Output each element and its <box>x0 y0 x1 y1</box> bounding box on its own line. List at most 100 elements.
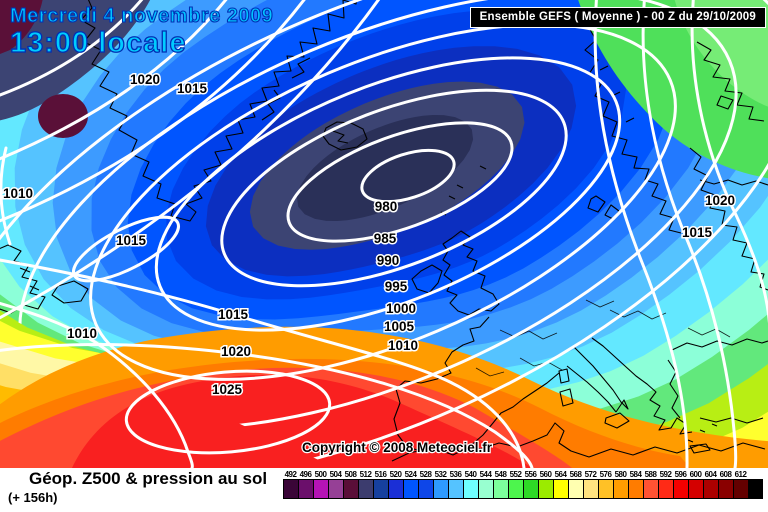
legend-value: 572 <box>584 470 597 479</box>
legend-swatch <box>733 479 748 499</box>
legend-scale: 492 496 500 504 508 512 516 520 524 528 532 536 540 5… <box>283 470 763 499</box>
legend-swatch <box>538 479 553 499</box>
legend-value: 516 <box>374 470 387 479</box>
legend-cell: 556 <box>523 470 538 499</box>
legend-swatch <box>598 479 613 499</box>
isobar-label: 985 <box>374 231 397 246</box>
legend-value: 528 <box>419 470 432 479</box>
legend-cell: 580 <box>613 470 628 499</box>
legend-swatch <box>748 479 763 499</box>
legend-swatch <box>403 479 418 499</box>
legend-swatch <box>658 479 673 499</box>
isobar-label: 990 <box>377 253 400 268</box>
legend-swatch <box>478 479 493 499</box>
legend-cell: 604 <box>703 470 718 499</box>
legend-cell: 524 <box>403 470 418 499</box>
legend-cell: 500 <box>313 470 328 499</box>
legend-value: 552 <box>509 470 522 479</box>
legend-cell: 584 <box>628 470 643 499</box>
legend-swatch <box>523 479 538 499</box>
legend-cell: 536 <box>448 470 463 499</box>
legend-cell: 568 <box>568 470 583 499</box>
isobar-label: 1015 <box>177 81 208 96</box>
legend-value: 544 <box>479 470 492 479</box>
legend-swatch <box>298 479 313 499</box>
legend-cell: 492 <box>283 470 298 499</box>
legend-swatch <box>508 479 523 499</box>
legend-value: 532 <box>434 470 447 479</box>
map-area: 1020 1015 1010 1015 1015 1010 1020 1025 … <box>0 0 768 468</box>
legend-cell: 496 <box>298 470 313 499</box>
legend-cell <box>748 470 763 499</box>
legend-cell: 572 <box>583 470 598 499</box>
isobar-label: 1015 <box>116 233 147 248</box>
legend-swatch <box>493 479 508 499</box>
isobar-label: 1010 <box>3 186 33 201</box>
legend-cell: 528 <box>418 470 433 499</box>
legend-cell: 512 <box>358 470 373 499</box>
country-borders <box>475 299 731 377</box>
legend-swatch <box>388 479 403 499</box>
legend-cell: 564 <box>553 470 568 499</box>
legend-cell: 588 <box>643 470 658 499</box>
copyright-text: Copyright © 2008 Meteociel.fr <box>302 440 493 455</box>
legend-swatch <box>313 479 328 499</box>
legend-swatch <box>448 479 463 499</box>
legend-cell: 560 <box>538 470 553 499</box>
footer-bar: Géop. Z500 & pression au sol (+ 156h) 49… <box>0 468 768 512</box>
legend-cell: 576 <box>598 470 613 499</box>
legend-cell: 504 <box>328 470 343 499</box>
legend-value: 608 <box>719 470 732 479</box>
legend-cell: 520 <box>388 470 403 499</box>
legend-value: 500 <box>314 470 327 479</box>
legend-cell: 552 <box>508 470 523 499</box>
legend-value: 568 <box>569 470 582 479</box>
legend-swatch <box>418 479 433 499</box>
legend-value: 508 <box>344 470 357 479</box>
legend-swatch <box>643 479 658 499</box>
map-title: Géop. Z500 & pression au sol <box>29 469 268 488</box>
isobar-label: 1010 <box>388 338 418 353</box>
legend-cell: 612 <box>733 470 748 499</box>
isobar-label: 1015 <box>218 307 249 322</box>
legend-swatch <box>703 479 718 499</box>
legend-value: 520 <box>389 470 402 479</box>
legend-value: 576 <box>599 470 612 479</box>
forecast-hour: (+ 156h) <box>8 490 58 505</box>
legend-value: 600 <box>689 470 702 479</box>
legend-swatch <box>373 479 388 499</box>
isobar-label: 995 <box>385 279 408 294</box>
legend-swatch <box>328 479 343 499</box>
legend-cell: 596 <box>673 470 688 499</box>
legend-cell: 532 <box>433 470 448 499</box>
legend-swatch <box>553 479 568 499</box>
legend-value: 540 <box>464 470 477 479</box>
legend-swatch <box>613 479 628 499</box>
isobar-label: 1020 <box>221 344 251 359</box>
legend-cell: 548 <box>493 470 508 499</box>
legend-swatch <box>628 479 643 499</box>
legend-value: 496 <box>299 470 312 479</box>
legend-value: 592 <box>659 470 672 479</box>
isobar-label: 1010 <box>67 326 97 341</box>
weather-map-svg: 1020 1015 1010 1015 1015 1010 1020 1025 … <box>0 0 768 468</box>
legend-value: 560 <box>539 470 552 479</box>
legend-value: 584 <box>629 470 642 479</box>
legend-swatch <box>673 479 688 499</box>
legend-swatch <box>433 479 448 499</box>
legend-value: 596 <box>674 470 687 479</box>
legend-value: 524 <box>404 470 417 479</box>
legend-value: 536 <box>449 470 462 479</box>
isobar-label: 1005 <box>384 319 415 334</box>
legend-cell: 516 <box>373 470 388 499</box>
legend-cell: 592 <box>658 470 673 499</box>
legend-cell: 540 <box>463 470 478 499</box>
legend-cell: 608 <box>718 470 733 499</box>
legend-cell: 508 <box>343 470 358 499</box>
legend-value: 604 <box>704 470 717 479</box>
isobar-labels: 1020 1015 1010 1015 1015 1010 1020 1025 … <box>1 71 736 399</box>
coastlines <box>0 0 768 462</box>
isobar-label: 1015 <box>682 225 713 240</box>
legend-value: 580 <box>614 470 627 479</box>
